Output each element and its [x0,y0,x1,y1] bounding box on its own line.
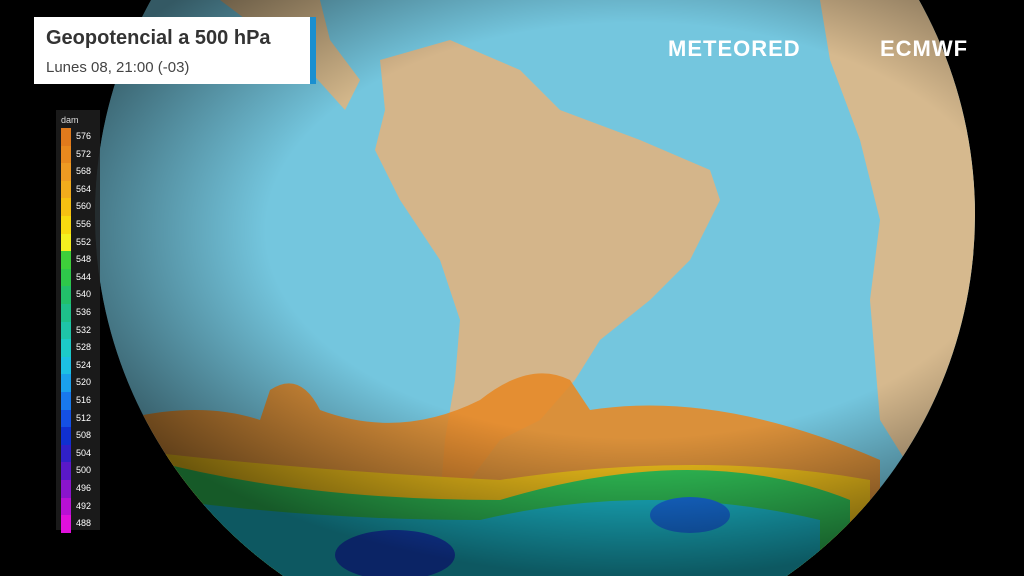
legend-entry: 548 [61,251,97,269]
legend-entry: 536 [61,304,97,322]
legend-entry: 544 [61,268,97,287]
legend-entry: 512 [61,409,97,428]
legend-swatch [61,409,71,428]
legend-swatch [61,321,71,340]
legend-label: 508 [76,430,92,441]
legend-entry: 496 [61,480,97,498]
legend-label: 544 [76,271,92,282]
legend-label: 560 [76,201,92,212]
legend-label: 556 [76,219,92,229]
legend-entry: 556 [61,216,97,234]
legend-label: 488 [76,518,92,529]
legend-label: 548 [76,254,92,265]
brand-ecmwf: ECMWF [880,36,969,61]
legend-entry: 500 [61,462,97,480]
legend-label: 532 [76,324,92,335]
legend-swatch [61,356,71,375]
legend-swatch [61,304,71,322]
legend-swatch [61,163,71,181]
legend-entry: 492 [61,497,97,516]
legend-entry: 524 [61,356,97,375]
legend-label: 516 [76,395,92,405]
legend-entry: 540 [61,286,97,304]
subtitle: Lunes 08, 21:00 (-03) [46,59,190,76]
legend-entry: 560 [61,198,97,216]
legend-label: 552 [76,236,92,247]
legend-entry: 576 [61,128,97,146]
legend-label: 576 [76,131,92,141]
legend-swatch [61,515,71,533]
legend-swatch [61,180,71,199]
legend-label: 504 [76,447,92,458]
legend-label: 568 [76,166,92,177]
legend: dam 576 572 568 564 560 556 552 548 544 540 536 532… [56,110,100,533]
legend-entry: 528 [61,339,97,357]
legend-swatch [61,444,71,463]
legend-swatch [61,374,71,392]
legend-swatch [61,145,71,164]
legend-swatch [61,128,71,146]
legend-label: 512 [76,412,92,423]
legend-entry: 572 [61,145,97,164]
legend-label: 496 [76,483,92,493]
legend-label: 564 [76,183,92,194]
legend-swatch [61,480,71,498]
legend-entry: 488 [61,515,97,533]
legend-entry: 564 [61,180,97,199]
legend-unit: dam [61,115,79,125]
legend-entry: 520 [61,374,97,392]
legend-swatch [61,497,71,516]
legend-entry: 508 [61,427,97,445]
legend-swatch [61,216,71,234]
legend-swatch [61,339,71,357]
legend-swatch [61,251,71,269]
legend-label: 572 [76,148,92,159]
title-box: Geopotencial a 500 hPa Lunes 08, 21:00 (… [34,17,316,84]
legend-label: 500 [76,465,92,476]
legend-swatch [61,462,71,480]
legend-swatch [61,198,71,216]
legend-label: 520 [76,377,92,388]
legend-label: 524 [76,359,92,370]
brand-meteored: METEORED [668,36,801,61]
legend-label: 536 [76,307,92,317]
legend-entry: 532 [61,321,97,340]
legend-label: 540 [76,289,92,300]
legend-label: 492 [76,500,92,511]
legend-entry: 568 [61,163,97,181]
legend-swatch [61,392,71,410]
legend-entry: 552 [61,233,97,252]
legend-swatch [61,427,71,445]
legend-swatch [61,268,71,287]
legend-entry: 504 [61,444,97,463]
legend-swatch [61,286,71,304]
legend-swatch [61,233,71,252]
legend-label: 528 [76,342,92,353]
legend-entry: 516 [61,392,97,410]
title: Geopotencial a 500 hPa [46,27,271,49]
